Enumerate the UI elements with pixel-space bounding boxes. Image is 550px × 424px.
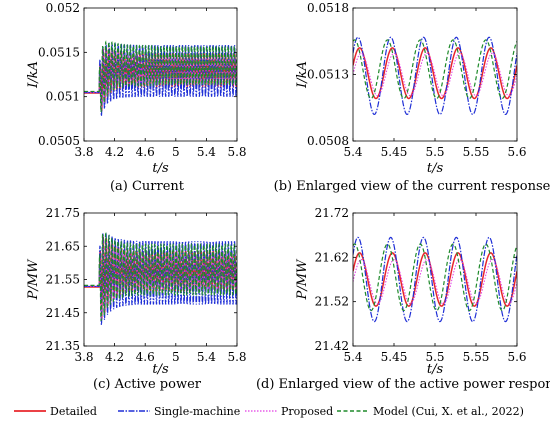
- x-tick-label: 5.4: [197, 145, 216, 159]
- x-tick-label: 4.6: [136, 145, 155, 159]
- x-axis-label: t/s: [152, 362, 169, 377]
- y-axis-label: I/kA: [295, 61, 310, 89]
- x-tick-label: 4.2: [105, 350, 124, 364]
- x-tick-label: 5.45: [381, 350, 408, 364]
- series-line-single-machine: [353, 36, 517, 116]
- x-axis-label: t/s: [427, 161, 444, 176]
- y-tick-label: 21.72: [315, 206, 349, 220]
- legend-label: Model (Cui, X. et al., 2022): [373, 405, 524, 418]
- panel-caption: (c) Active power: [93, 377, 202, 392]
- series-line-model: [84, 231, 237, 322]
- x-tick-label: 5: [172, 350, 180, 364]
- legend-label: Proposed: [281, 405, 333, 418]
- x-tick-label: 5.5: [425, 350, 444, 364]
- y-tick-label: 21.45: [46, 306, 80, 320]
- legend-item-single-machine: Single-machine: [118, 405, 240, 418]
- y-tick-label: 21.52: [315, 295, 349, 309]
- series-line-detailed: [353, 47, 517, 100]
- axes-frame: [352, 212, 518, 347]
- legend-item-proposed: Proposed: [245, 405, 333, 418]
- x-tick-label: 5.8: [227, 145, 246, 159]
- y-tick-label: 0.051: [46, 90, 80, 104]
- x-tick-label: 3.8: [74, 145, 93, 159]
- legend-label: Detailed: [50, 405, 97, 418]
- y-axis-label: I/kA: [26, 61, 41, 89]
- x-axis-label: t/s: [152, 161, 169, 176]
- panel-caption: (a) Current: [110, 179, 185, 194]
- panel-caption: (d) Enlarged view of the active power re…: [256, 377, 550, 392]
- y-tick-label: 0.052: [46, 1, 80, 15]
- y-tick-label: 0.0508: [307, 134, 349, 148]
- y-axis-label: P/MW: [295, 258, 310, 300]
- y-tick-label: 0.0505: [38, 134, 80, 148]
- series-line-model: [353, 243, 517, 312]
- chart-panel-1: 5.4 5.45 5.5 5.55 5.6 0.0508 0.0513 0.0518 t/s I/…: [274, 1, 550, 194]
- y-tick-label: 0.0518: [307, 1, 349, 15]
- legend-item-model: Model (Cui, X. et al., 2022): [337, 405, 524, 418]
- x-tick-label: 3.8: [74, 350, 93, 364]
- y-tick-label: 21.75: [46, 206, 80, 220]
- x-tick-label: 5.6: [507, 350, 526, 364]
- x-tick-label: 5.55: [463, 145, 490, 159]
- x-tick-label: 5.4: [343, 145, 362, 159]
- x-tick-label: 4.2: [105, 145, 124, 159]
- series-line-single-machine: [353, 236, 517, 323]
- chart-panel-0: 3.8 4.2 4.6 5 5.4 5.8 0.0505 0.051 0.0515 0.052 t/…: [26, 1, 247, 194]
- series-line-model: [353, 39, 517, 100]
- series-group: [84, 231, 237, 326]
- series-group: [353, 236, 517, 323]
- legend-label: Single-machine: [154, 405, 240, 418]
- x-tick-label: 5.45: [381, 145, 408, 159]
- x-tick-label: 5.5: [425, 145, 444, 159]
- y-tick-label: 0.0515: [38, 45, 80, 59]
- y-axis-label: P/MW: [26, 258, 41, 300]
- legend: Detailed Single-machine Proposed Model (Cui…: [14, 405, 524, 418]
- x-tick-label: 5: [172, 145, 180, 159]
- x-tick-label: 5.4: [197, 350, 216, 364]
- legend-item-detailed: Detailed: [14, 405, 97, 418]
- y-tick-label: 21.65: [46, 239, 80, 253]
- x-axis-label: t/s: [427, 362, 444, 377]
- y-tick-label: 21.35: [46, 339, 80, 353]
- x-tick-label: 5.8: [227, 350, 246, 364]
- y-tick-label: 21.55: [46, 273, 80, 287]
- y-tick-label: 21.62: [315, 250, 349, 264]
- chart-panel-2: 3.8 4.2 4.6 5 5.4 5.8 21.35 21.45 21.55 21.65 21.7…: [26, 206, 247, 392]
- y-tick-label: 21.42: [315, 339, 349, 353]
- x-tick-label: 5.55: [463, 350, 490, 364]
- x-tick-label: 5.6: [507, 145, 526, 159]
- series-line-detailed: [353, 252, 517, 307]
- series-line-model: [84, 40, 237, 113]
- axes-frame: [352, 7, 518, 142]
- axes-frame: [83, 7, 238, 142]
- series-group: [84, 40, 237, 117]
- x-tick-label: 5.4: [343, 350, 362, 364]
- x-tick-label: 4.6: [136, 350, 155, 364]
- y-tick-label: 0.0513: [307, 68, 349, 82]
- panel-caption: (b) Enlarged view of the current respons…: [274, 179, 550, 194]
- series-group: [353, 36, 517, 116]
- series-line-proposed: [353, 52, 517, 97]
- chart-panel-3: 5.4 5.45 5.5 5.55 5.6 21.42 21.52 21.62 21.72 t/s…: [256, 206, 550, 392]
